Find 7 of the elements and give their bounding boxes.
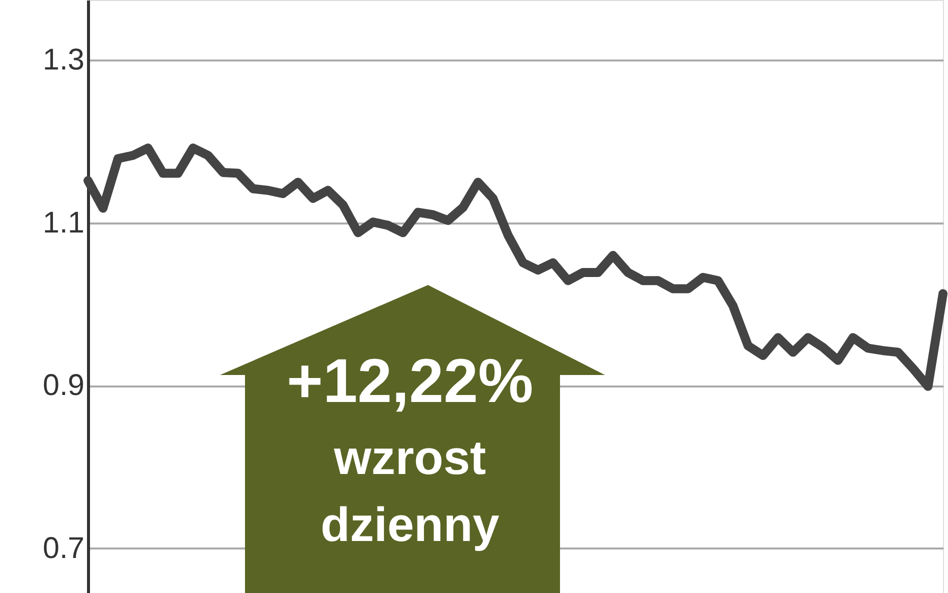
annotation: +12,22% [286,347,534,416]
y-tick-label: 0.7 [42,532,84,565]
annotation: wzrost [332,432,486,485]
y-tick-label: 1.3 [42,44,84,77]
y-tick-label: 0.9 [42,369,84,402]
annotation: dzienny [320,499,500,552]
y-tick-label: 1.1 [42,206,84,240]
